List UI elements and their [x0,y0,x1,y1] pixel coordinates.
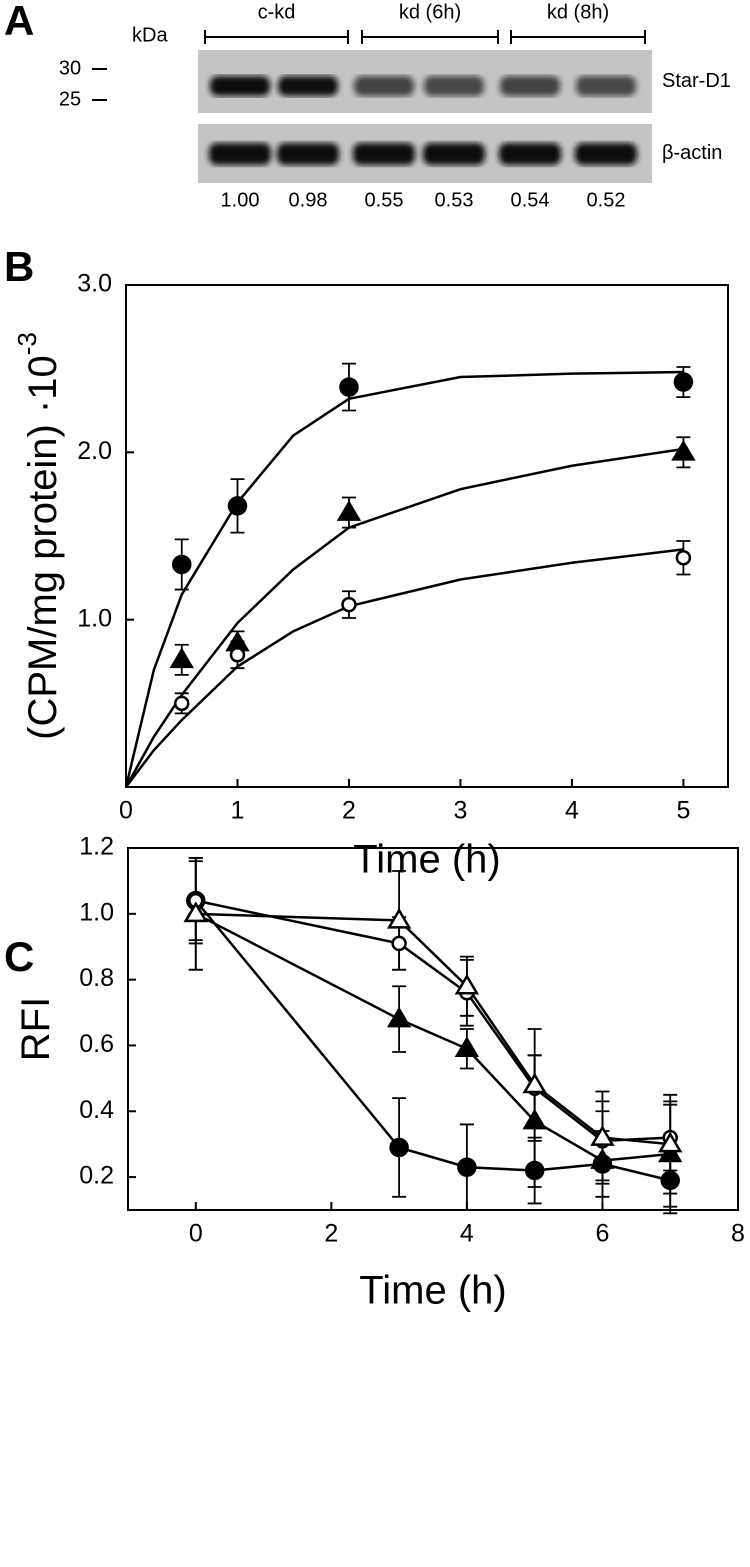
ratio-label: 0.53 [435,189,474,211]
y-axis-label-exponent: -3 [12,332,42,355]
series-line [195,912,671,1146]
circle-marker [660,1170,680,1191]
ratio-label: 1.00 [221,189,260,211]
group-label: kd (6h) [399,1,461,23]
y-tick-label: 3.0 [77,270,112,298]
y-axis-label-text: RFI [14,997,58,1061]
triangle-marker [522,1072,547,1094]
band [209,143,271,165]
circle-marker [457,1157,477,1177]
circle-marker [675,550,692,566]
band [576,76,636,96]
band [354,76,414,96]
band [278,76,338,96]
x-axis-label: Time (h) [359,1269,506,1313]
triangle-marker [658,1141,683,1163]
panel-label: B [4,243,34,290]
triangle-marker [671,439,696,461]
circle-marker [229,647,246,663]
circle-marker [389,1137,409,1158]
ratio-label: 0.55 [365,189,404,211]
x-tick-label: 0 [189,1220,203,1248]
y-tick-label: 0.8 [79,964,114,992]
circle-marker [391,935,407,952]
axes-frame [127,847,739,1211]
band [353,143,415,165]
fit-curve [124,447,684,788]
band [424,76,484,96]
band [277,143,339,165]
triangle-marker [169,647,194,669]
group-label: kd (8h) [547,1,609,23]
marker-label: 25 [59,88,81,110]
triangle-marker [454,973,480,995]
x-tick-label: 2 [342,797,356,825]
series-line [195,912,671,1162]
panel-label: C [4,933,34,980]
y-tick-label: 2.0 [77,437,112,465]
y-tick-label: 0.6 [79,1030,114,1058]
y-tick-label: 0.4 [79,1096,114,1124]
triangle-marker [658,1131,683,1153]
y-axis-label: RFI [14,997,58,1061]
x-tick-label: 8 [731,1220,745,1248]
ratio-label: 0.52 [587,189,626,211]
group-label: c-kd [258,1,296,23]
y-axis-label-text: (CPM/mg protein) ·10 [21,355,65,740]
x-tick-label: 3 [453,797,467,825]
x-tick-label: 5 [676,797,690,825]
triangle-marker [336,500,362,521]
y-tick-label: 1.0 [77,604,112,632]
band [500,76,560,96]
row-label: β-actin [662,142,722,164]
x-tick-label: 4 [460,1220,474,1248]
panel-label: A [4,0,34,44]
x-tick-label: 0 [119,797,133,825]
fit-curve [124,370,684,788]
y-tick-label: 1.0 [79,898,114,926]
triangle-marker [590,1125,615,1146]
triangle-marker [183,901,208,923]
band [499,143,561,165]
group-bracket [204,30,349,44]
circle-marker [173,695,190,712]
kda-label: kDa [132,24,168,46]
band [423,143,485,165]
ratio-label: 0.98 [289,189,328,211]
circle-marker [673,372,694,392]
series-line [194,899,671,1182]
circle-marker [524,1160,545,1181]
y-tick-label: 0.2 [79,1162,114,1190]
x-axis-label: Time (h) [353,838,500,882]
triangle-marker [386,1006,412,1028]
group-bracket [510,30,646,44]
series-line [195,899,671,1143]
circle-marker [171,554,192,575]
axes-frame [125,284,729,788]
y-axis-label: (CPM/mg protein) ·10-3 [12,332,65,740]
group-bracket [361,30,499,44]
circle-marker [227,496,248,516]
triangle-marker [386,907,412,929]
band [210,76,270,96]
triangle-marker [454,1036,480,1057]
x-tick-label: 2 [324,1220,338,1248]
circle-marker [339,377,359,397]
fit-curve [125,548,684,788]
band [575,143,637,165]
triangle-marker [590,1148,615,1169]
marker-label: 30 [59,57,81,79]
x-tick-label: 4 [565,797,579,825]
row-label: Star-D1 [662,70,731,92]
x-tick-label: 1 [231,797,245,825]
ratio-label: 0.54 [511,189,550,211]
triangle-marker [522,1108,547,1130]
y-tick-label: 1.2 [79,833,114,861]
x-tick-label: 6 [595,1220,609,1248]
circle-marker [341,596,357,613]
